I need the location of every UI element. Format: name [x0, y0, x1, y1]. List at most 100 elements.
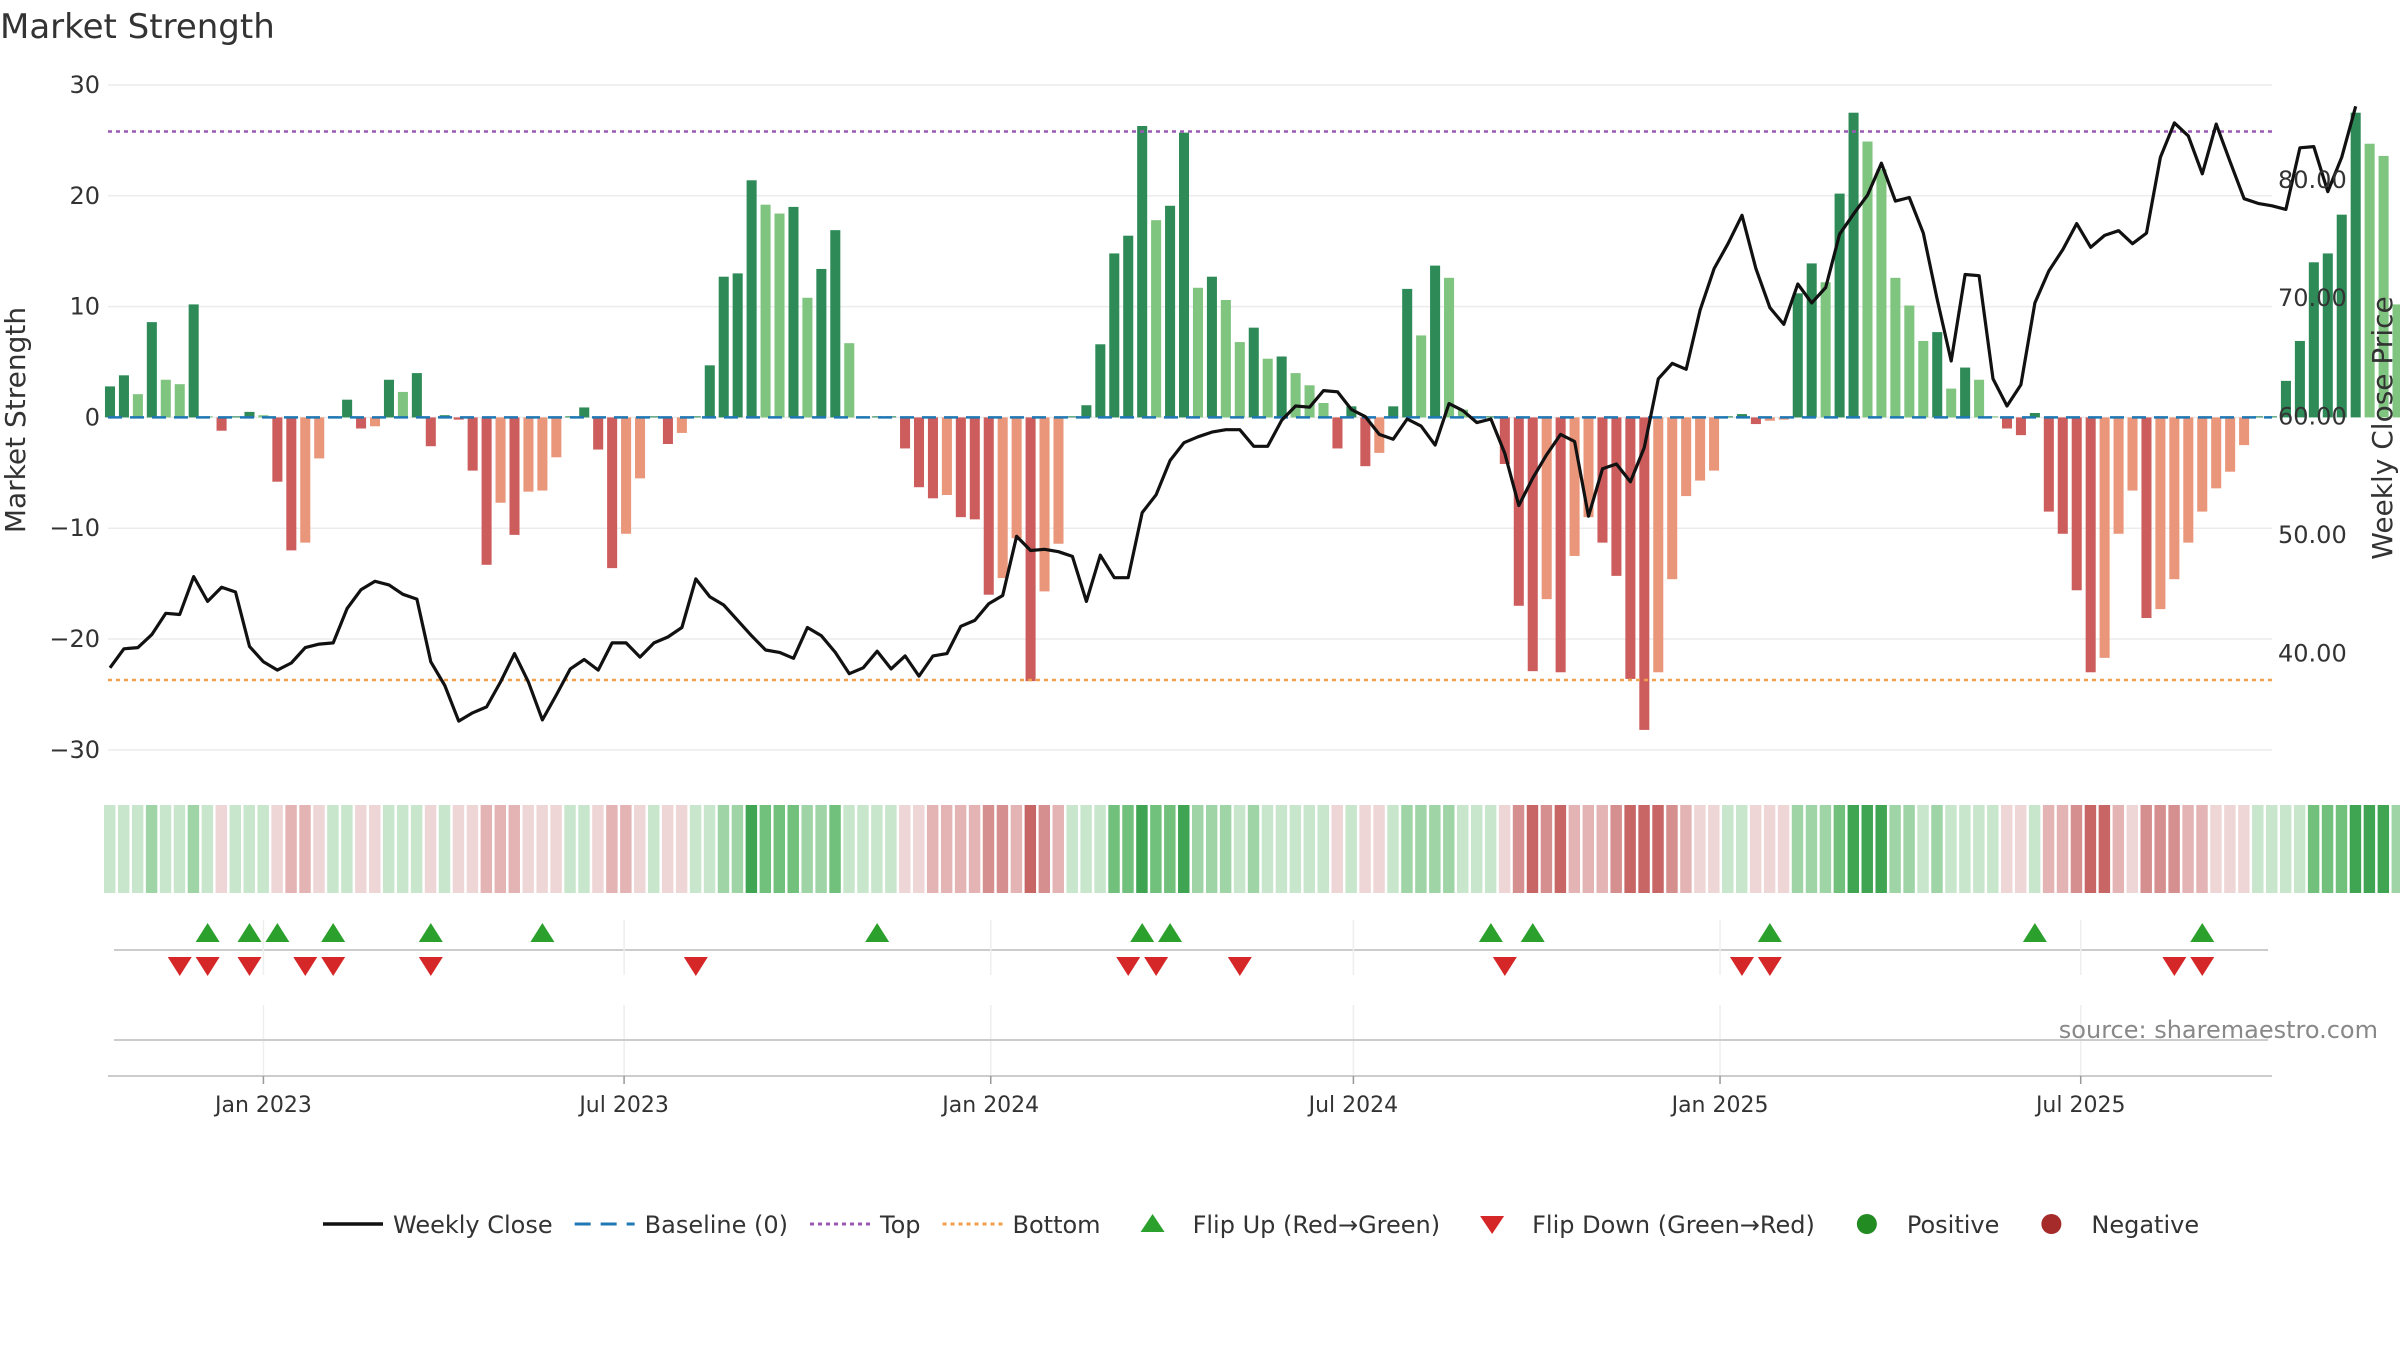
heat-cell	[1373, 805, 1385, 893]
heat-cell	[1987, 805, 1999, 893]
legend-label: Flip Up (Red→Green)	[1193, 1211, 1441, 1239]
heat-cell	[396, 805, 409, 893]
legend-item: Baseline (0)	[574, 1211, 788, 1239]
heat-cell	[2196, 805, 2208, 893]
strength-bar	[662, 417, 673, 445]
heat-cell	[1136, 805, 1148, 893]
left-axis: 30 20 10 0 −10 −20 −30	[49, 71, 100, 764]
strength-bar	[1750, 417, 1761, 425]
heat-cell	[913, 805, 925, 893]
heat-cell	[1219, 805, 1232, 893]
heat-cell	[592, 805, 604, 893]
strength-bar	[1960, 367, 1971, 418]
flip-up-marker	[1130, 923, 1155, 942]
strength-bar	[1416, 335, 1427, 418]
heat-cell	[2140, 805, 2152, 893]
heat-cell	[2112, 805, 2125, 893]
strength-bar	[1513, 417, 1524, 606]
strength-bar	[286, 417, 297, 551]
strength-bar	[830, 230, 841, 418]
right-tick-label: 50.00	[2278, 521, 2347, 549]
heat-cell	[1624, 805, 1636, 893]
heat-cell	[1387, 805, 1399, 893]
heat-cell	[1889, 805, 1901, 893]
strength-bar	[802, 297, 813, 418]
heat-cell	[1275, 805, 1288, 893]
weekly-close-line	[108, 105, 2358, 723]
heat-cell	[341, 805, 353, 893]
legend-label: Top	[879, 1211, 921, 1239]
heat-cell	[1498, 805, 1511, 893]
strength-bar	[1234, 342, 1245, 418]
flip-up-marker	[865, 923, 890, 942]
heat-cell	[104, 805, 116, 893]
strength-bar	[1360, 417, 1371, 467]
heat-cell	[2238, 805, 2250, 893]
heat-cell	[871, 805, 883, 893]
heat-cell	[1470, 805, 1483, 893]
legend-label: Bottom	[1013, 1211, 1101, 1239]
strength-bar	[356, 417, 367, 429]
strength-bar	[2211, 417, 2222, 489]
strength-bar	[732, 273, 743, 418]
heat-cell	[1903, 805, 1915, 893]
heat-cell	[689, 805, 702, 893]
heat-cell	[466, 805, 479, 893]
flip-down-marker	[683, 957, 708, 976]
heat-cell	[1875, 805, 1887, 893]
left-tick-label: 0	[85, 403, 100, 431]
strength-bar	[1053, 417, 1064, 544]
heat-cell	[1359, 805, 1371, 893]
strength-bar	[1569, 417, 1580, 556]
legend-item: Flip Down (Green→Red)	[1480, 1211, 1815, 1239]
left-tick-label: 10	[69, 293, 100, 321]
heat-cell	[1582, 805, 1595, 893]
flip-down-marker	[1492, 957, 1517, 976]
strength-bar	[453, 417, 464, 420]
heat-cell	[1554, 805, 1567, 893]
heat-cell	[257, 805, 269, 893]
heat-cell	[1512, 805, 1525, 893]
heat-cell	[1080, 805, 1092, 893]
heat-cell	[940, 805, 953, 893]
heat-cell	[1429, 805, 1441, 893]
heat-cell	[410, 805, 423, 893]
strength-bar	[2029, 412, 2040, 418]
heat-cell	[1526, 805, 1539, 893]
heat-cell	[661, 805, 674, 893]
heat-cell	[1261, 805, 1274, 893]
strength-bar	[1109, 253, 1120, 418]
strength-bar	[635, 417, 646, 479]
legend-item: Negative	[2041, 1211, 2199, 1239]
strength-bar	[1946, 388, 1957, 418]
heat-cell	[1415, 805, 1427, 893]
flip-down-marker	[1116, 957, 1141, 976]
legend-label: Baseline (0)	[645, 1211, 788, 1239]
strength-bar	[1485, 416, 1496, 418]
strength-bar	[2071, 417, 2082, 591]
flip-up-marker	[530, 923, 555, 942]
left-tick-label: −10	[49, 514, 100, 542]
flip-down-marker	[321, 957, 346, 976]
strength-bar	[1597, 417, 1608, 543]
heat-cell	[2098, 805, 2111, 893]
strength-bar	[2197, 417, 2208, 512]
strength-bar	[1527, 417, 1538, 672]
strength-bar	[2239, 417, 2250, 446]
flip-up-marker	[2190, 923, 2215, 942]
strength-bar	[1304, 385, 1315, 418]
strength-bar	[1681, 417, 1692, 497]
strength-bar	[1876, 169, 1887, 418]
strength-bar	[369, 417, 381, 427]
strength-bar	[2350, 112, 2361, 418]
heat-cell	[1205, 805, 1218, 893]
strength-bar	[1011, 417, 1022, 539]
flip-up-marker	[1158, 923, 1183, 942]
chart-title: Market Strength	[0, 7, 275, 47]
strength-bar	[1904, 305, 1915, 418]
strength-bar	[1248, 327, 1259, 418]
strength-bar	[2322, 253, 2333, 418]
strength-bar	[146, 322, 157, 418]
strength-bar	[495, 417, 506, 503]
strength-bar	[188, 304, 199, 418]
